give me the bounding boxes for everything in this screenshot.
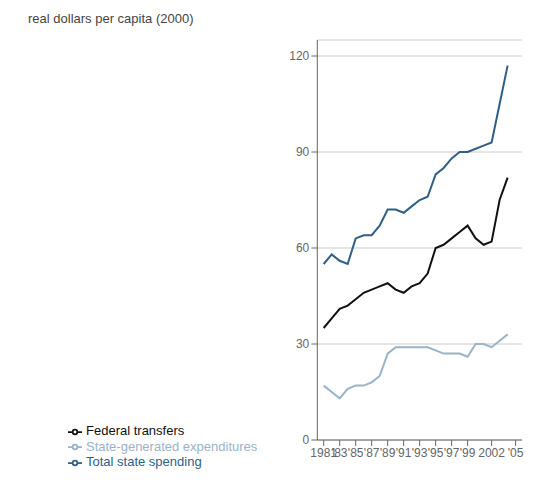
- svg-text:60: 60: [296, 241, 310, 255]
- svg-text:'93: '93: [412, 446, 428, 460]
- html-text:Total state spending: Total state spending: [86, 454, 202, 470]
- svg-text:30: 30: [296, 337, 310, 351]
- svg-text:'97: '97: [444, 446, 460, 460]
- html-text:Federal transfers: Federal transfers: [86, 423, 185, 439]
- svg-text:1981: 1981: [310, 445, 337, 460]
- svg-text:2002: 2002: [478, 446, 505, 460]
- html-text:real dollars per capita (2000): real dollars per capita (2000): [28, 11, 194, 26]
- svg-text:'05: '05: [508, 446, 524, 460]
- svg-text:'91: '91: [396, 446, 412, 460]
- html-text:State-generated expenditures: State-generated expenditures: [86, 438, 258, 454]
- svg-text:0: 0: [303, 433, 310, 447]
- svg-text:90: 90: [296, 145, 310, 159]
- svg-text:'89: '89: [380, 446, 396, 460]
- svg-text:'95: '95: [428, 446, 444, 460]
- svg-text:'83: '83: [332, 446, 348, 460]
- svg-text:'87: '87: [364, 446, 380, 460]
- svg-text:'99: '99: [460, 446, 476, 460]
- svg-text:'85: '85: [348, 446, 364, 460]
- svg-text:120: 120: [289, 49, 309, 63]
